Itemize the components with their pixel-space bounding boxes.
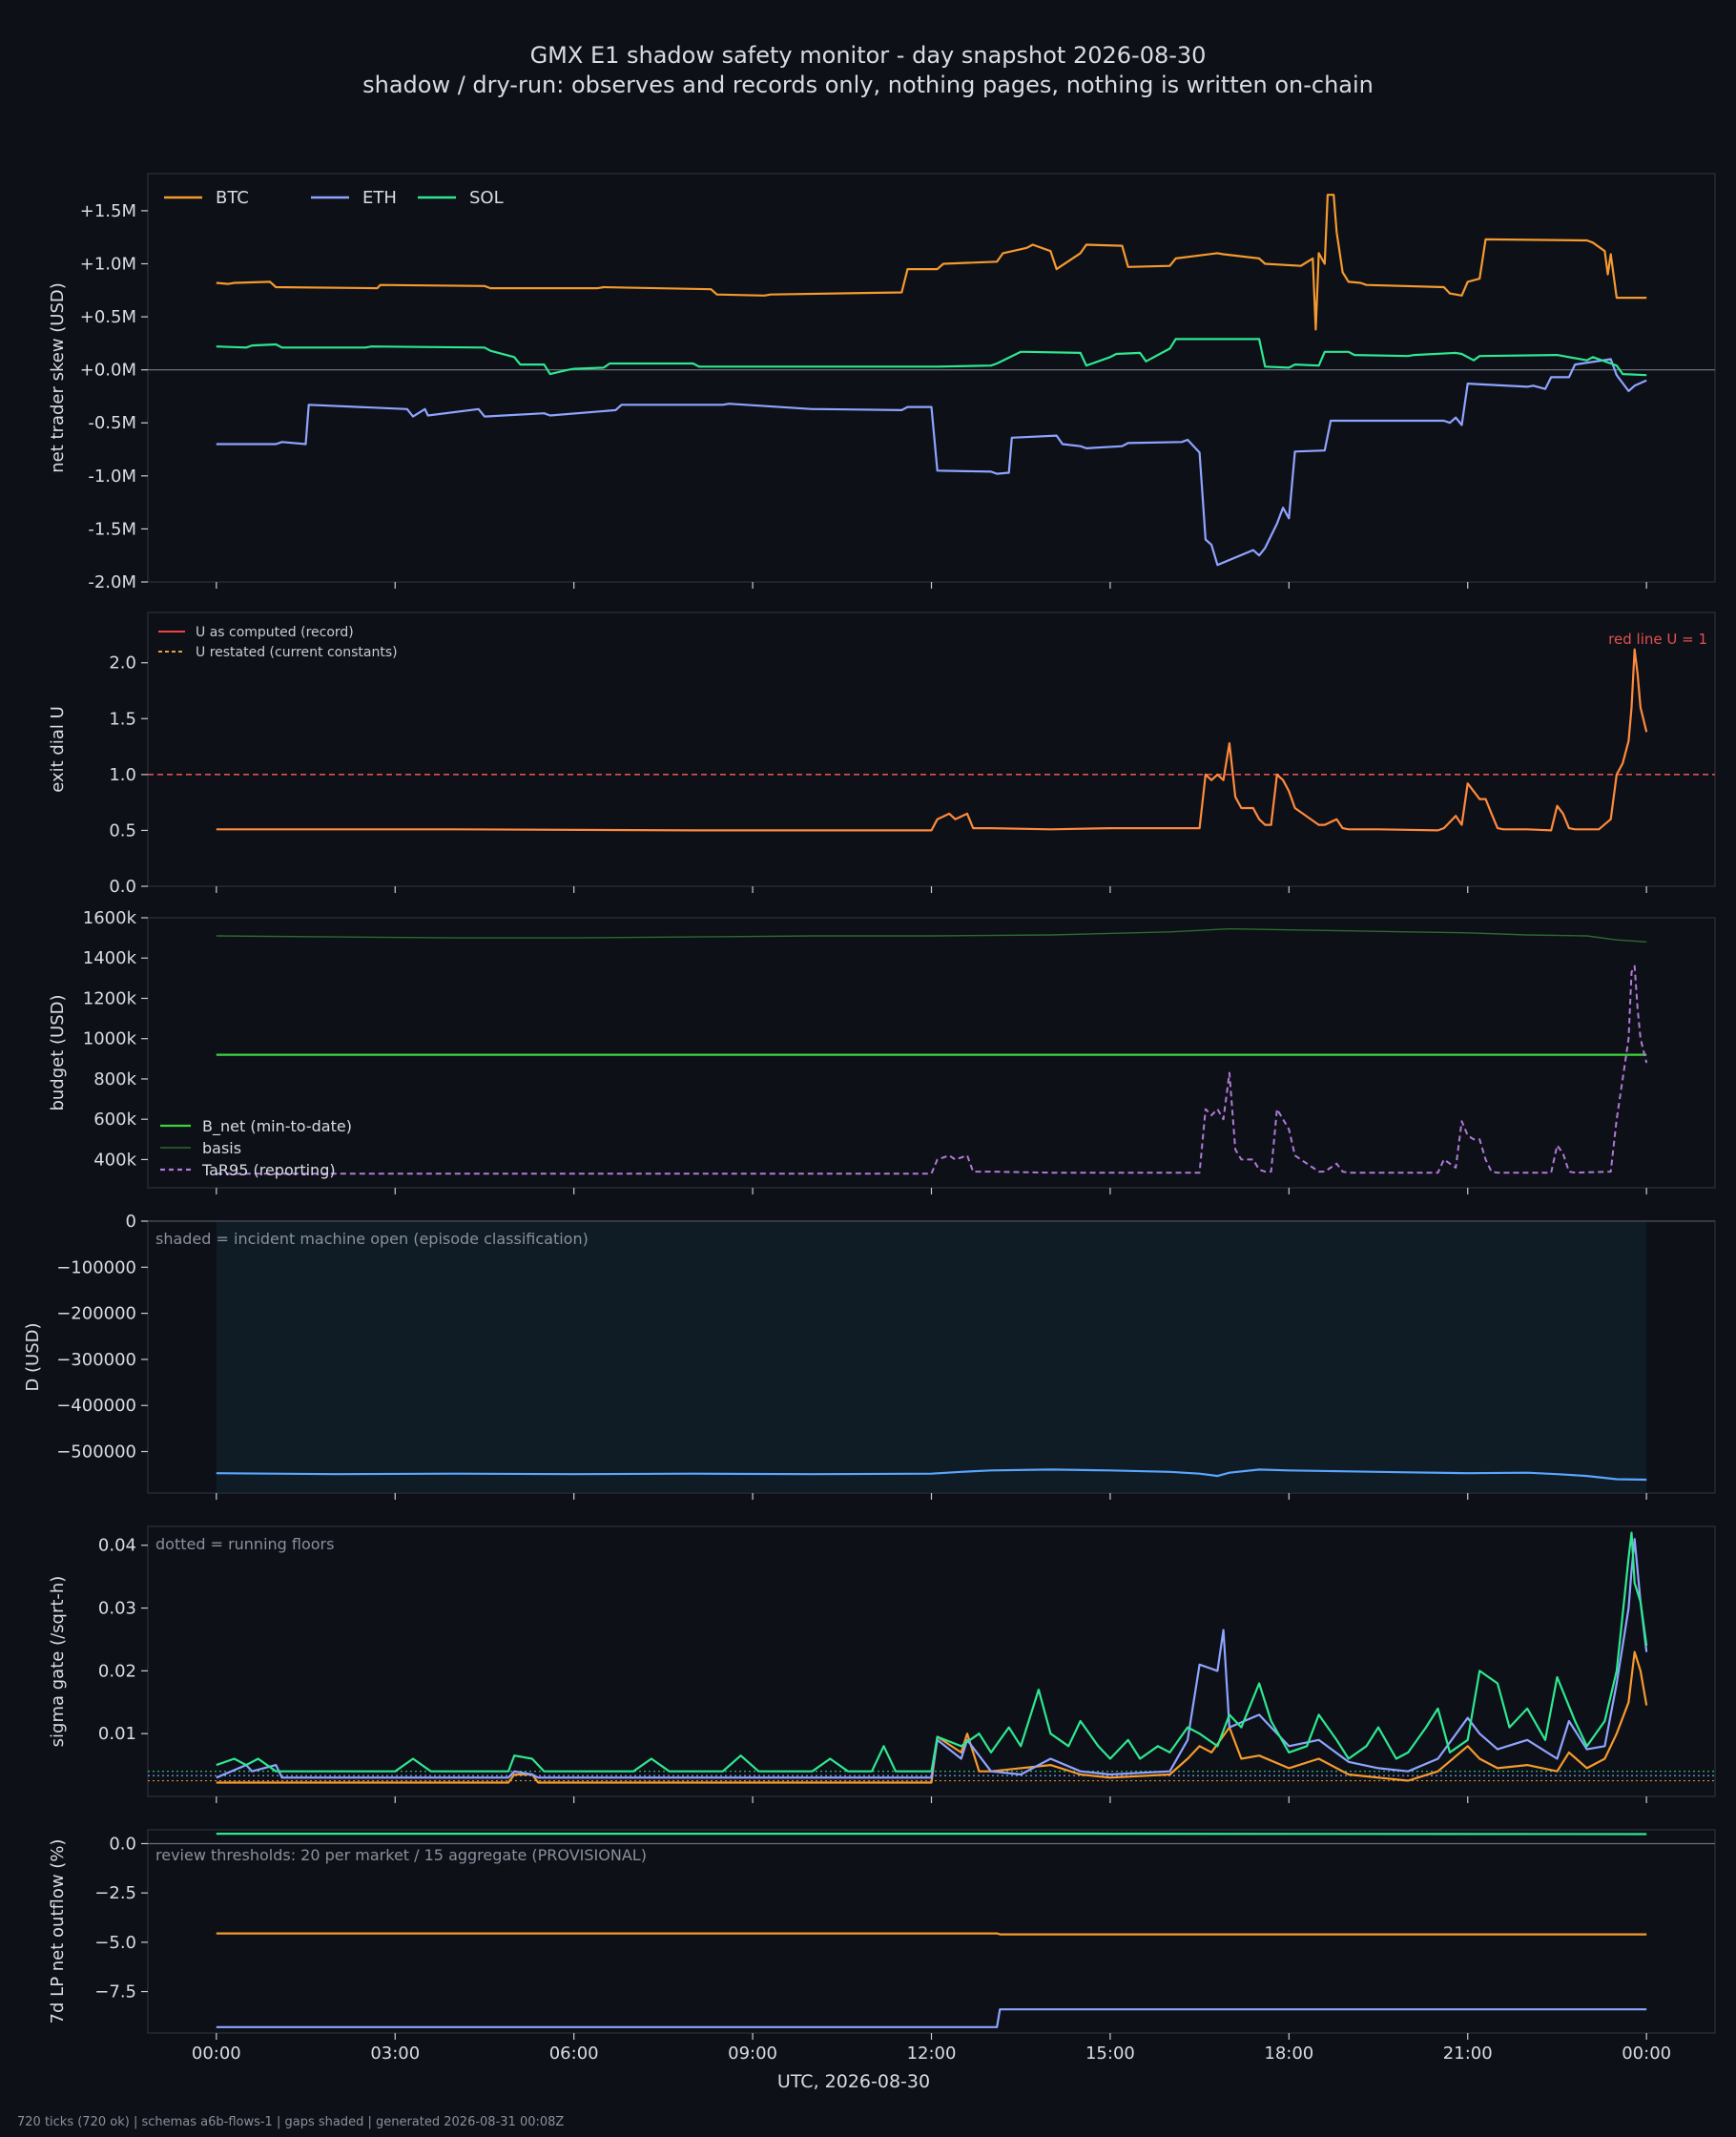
- legend-label: SOL: [469, 188, 504, 208]
- series-line-eth: [216, 2008, 1647, 2028]
- panel-exit_dial: red line U = 1 0.0 0.5 1.0 1.5 2.0 exit dial U…: [48, 612, 1716, 897]
- legend-label: TaR95 (reporting): [201, 1161, 336, 1179]
- y-tick-label: 0.5: [109, 820, 136, 840]
- y-tick-label: -2.0M: [88, 572, 136, 592]
- y-tick-label: +1.0M: [80, 254, 136, 274]
- panel-frame: [147, 1525, 1716, 1797]
- y-tick-label: 600k: [93, 1110, 136, 1130]
- y-tick-label: −200000: [56, 1304, 136, 1324]
- series-line-tar95-reporting-: [216, 965, 1648, 1175]
- y-tick-label: 1.5: [109, 709, 136, 729]
- panel-annotation: dotted = running floors: [155, 1535, 334, 1553]
- y-tick-label: 800k: [93, 1069, 136, 1089]
- y-tick-label: 0.03: [98, 1599, 136, 1619]
- y-tick-label: 0.0: [109, 1834, 136, 1854]
- series-line-sol: [216, 1531, 1648, 1773]
- x-tick-label: 15:00: [1085, 2044, 1135, 2064]
- panel-sigma: 0.01 0.02 0.03 0.04 sigma gate (/sqrt-h) dott…: [48, 1525, 1716, 1803]
- y-tick-label: 400k: [93, 1150, 136, 1170]
- series-line-sol: [216, 338, 1647, 377]
- y-tick-label: −400000: [56, 1396, 136, 1416]
- x-tick-label: 03:00: [370, 2044, 420, 2064]
- x-tick-label: 00:00: [1622, 2044, 1671, 2064]
- y-axis-label: budget (USD): [48, 994, 68, 1110]
- y-tick-label: −5.0: [94, 1933, 136, 1953]
- incident-shade: [216, 1222, 1647, 1492]
- x-tick-label: 18:00: [1264, 2044, 1313, 2064]
- y-tick-label: +0.5M: [80, 307, 136, 327]
- series-line-u-as-computed-record-: [216, 648, 1648, 832]
- panel-skew: +1.5M +1.0M +0.5M +0.0M -0.5M -1.0M -1.5M -2.0M…: [48, 173, 1716, 592]
- y-tick-label: 1400k: [83, 948, 137, 968]
- x-axis-label: UTC, 2026-08-30: [777, 2071, 930, 2092]
- series-line-eth: [216, 1538, 1648, 1779]
- y-tick-label: 0.01: [98, 1724, 136, 1744]
- y-tick-label: -1.5M: [88, 519, 136, 539]
- y-tick-label: +1.5M: [80, 201, 136, 221]
- y-tick-label: 1.0: [109, 765, 136, 785]
- legend-label: ETH: [362, 188, 397, 208]
- y-axis-label: sigma gate (/sqrt-h): [48, 1576, 68, 1748]
- y-tick-label: -1.0M: [88, 467, 136, 487]
- panel-annotation: shaded = incident machine open (episode …: [155, 1230, 589, 1248]
- y-tick-label: −100000: [56, 1257, 136, 1277]
- y-tick-label: −2.5: [94, 1883, 136, 1903]
- panel-frame: [147, 917, 1716, 1189]
- x-tick-label: 21:00: [1443, 2044, 1493, 2064]
- legend-label: basis: [202, 1139, 241, 1157]
- footer-note: 720 ticks (720 ok) | schemas a6b-flows-1…: [17, 2115, 564, 2129]
- y-tick-label: 0: [126, 1212, 136, 1232]
- y-tick-label: 2.0: [109, 654, 136, 674]
- panel-frame: [147, 1829, 1716, 2034]
- y-tick-label: 0.04: [98, 1536, 136, 1556]
- y-tick-label: +0.0M: [80, 361, 136, 381]
- legend-label: U as computed (record): [196, 625, 354, 640]
- red-line-label: red line U = 1: [1608, 631, 1707, 648]
- legend-label: U restated (current constants): [196, 645, 398, 660]
- y-tick-label: 0.02: [98, 1661, 136, 1681]
- y-tick-label: −7.5: [94, 1982, 136, 2002]
- panel-frame: [147, 173, 1716, 583]
- y-tick-label: 1600k: [83, 908, 137, 928]
- panel-budget: 400k 600k 800k 1000k 1200k 1400k 1600k budget (…: [48, 908, 1716, 1194]
- panel-frame: [147, 612, 1716, 887]
- x-tick-label: 09:00: [728, 2044, 777, 2064]
- y-tick-label: 0.0: [109, 877, 136, 897]
- legend-label: BTC: [216, 188, 249, 208]
- figure-title: GMX E1 shadow safety monitor - day snaps…: [530, 42, 1207, 69]
- y-axis-label: 7d LP net outflow (%): [48, 1839, 68, 2024]
- x-tick-label: 06:00: [549, 2044, 599, 2064]
- x-axis: 00:00 03:00 06:00 09:00 12:00 15:00 18:00 21:00…: [192, 2044, 1671, 2064]
- y-axis-label: D (USD): [23, 1322, 43, 1391]
- series-line-d: [216, 1468, 1647, 1482]
- x-tick-label: 12:00: [907, 2044, 957, 2064]
- series-line-btc: [216, 1650, 1648, 1784]
- y-axis-label: net trader skew (USD): [48, 282, 68, 473]
- x-tick-label: 00:00: [192, 2044, 241, 2064]
- legend-label: B_net (min-to-date): [202, 1117, 352, 1136]
- y-tick-label: 1200k: [83, 988, 137, 1008]
- series-line-btc: [216, 194, 1647, 331]
- panel-lp_outflow: 0.0 −2.5 −5.0 −7.5 7d LP net outflow (%) revi…: [48, 1829, 1716, 2040]
- y-axis-label: exit dial U: [48, 706, 68, 793]
- figure-subtitle: shadow / dry-run: observes and records o…: [362, 72, 1374, 98]
- panel-deficit: 0 −100000 −200000 −300000 −400000 −500000 D (U…: [23, 1212, 1716, 1500]
- series-line-btc: [216, 1932, 1647, 1936]
- chart-panels: +1.5M +1.0M +0.5M +0.0M -0.5M -1.0M -1.5M -2.0M…: [23, 173, 1716, 2040]
- y-tick-label: 1000k: [83, 1029, 137, 1049]
- y-tick-label: -0.5M: [88, 413, 136, 433]
- y-tick-label: −500000: [56, 1442, 136, 1463]
- series-line-eth: [216, 358, 1647, 567]
- y-tick-label: −300000: [56, 1350, 136, 1370]
- panel-annotation: review thresholds: 20 per market / 15 ag…: [155, 1846, 647, 1864]
- series-line-basis: [216, 927, 1647, 943]
